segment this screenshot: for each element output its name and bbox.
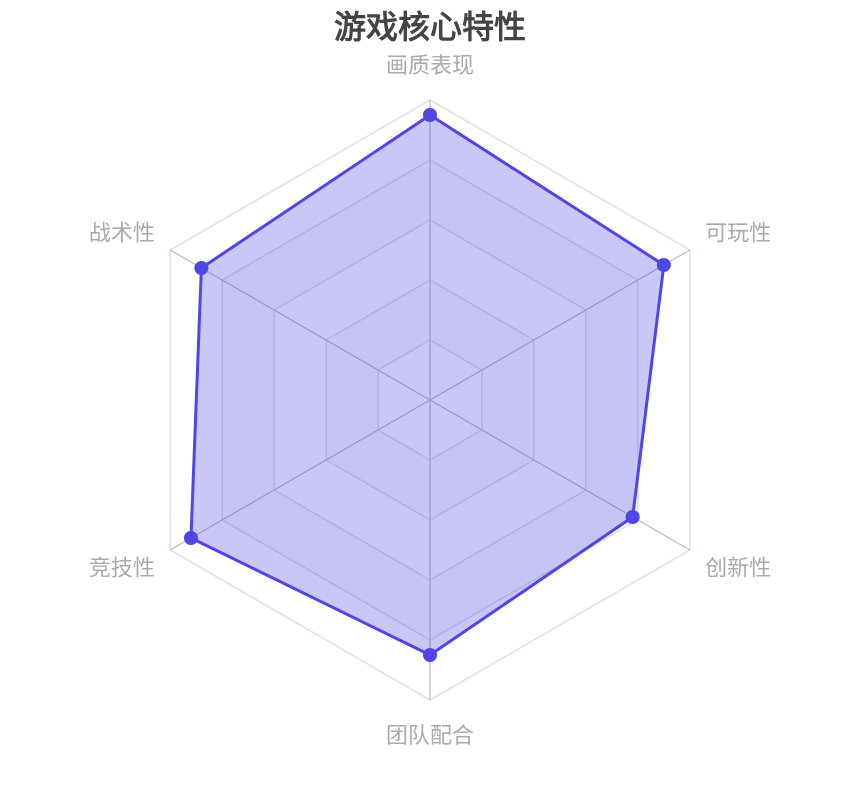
axis-line [429, 399, 691, 551]
data-point [194, 261, 209, 275]
indicator-label: 创新性 [705, 556, 771, 581]
indicator-label: 竞技性 [89, 556, 155, 581]
data-point [625, 510, 640, 524]
data-point [183, 531, 198, 545]
indicator-label: 可玩性 [705, 221, 771, 246]
data-point [656, 258, 671, 272]
axis-line [429, 249, 691, 401]
chart-title: 游戏核心特性 [334, 9, 526, 45]
axis-line [169, 249, 431, 401]
indicator-label: 团队配合 [386, 723, 474, 748]
indicator-label: 战术性 [89, 221, 155, 246]
data-point [423, 648, 437, 662]
data-point [423, 108, 437, 122]
indicator-label: 画质表现 [386, 53, 474, 78]
axis-line [169, 399, 431, 551]
